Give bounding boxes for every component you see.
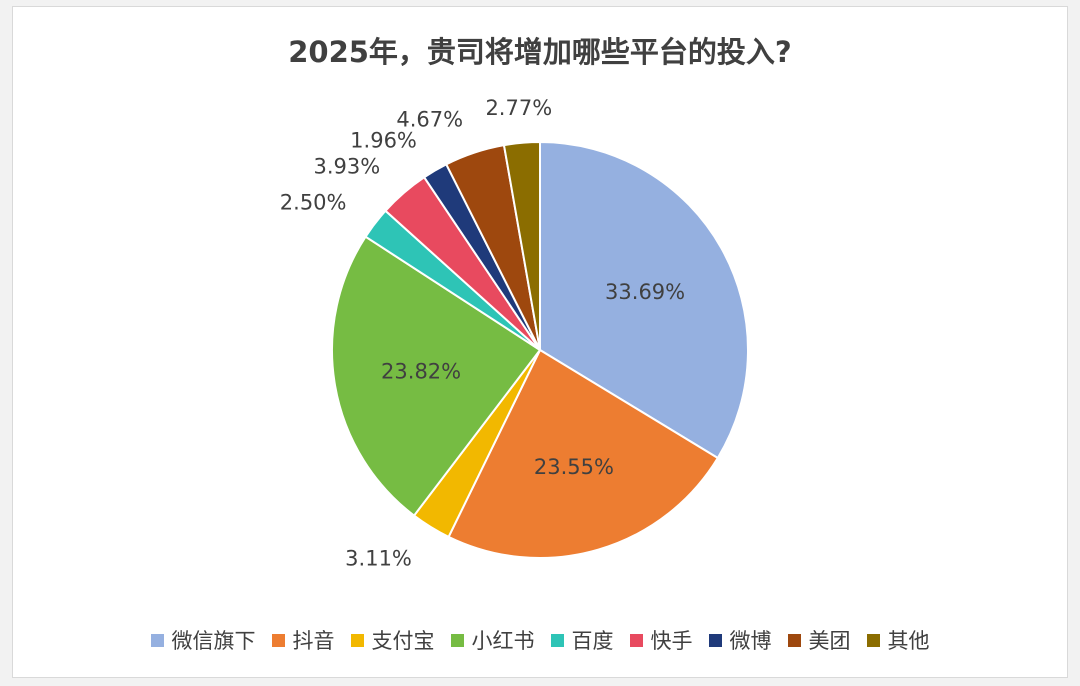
legend-label: 微信旗下 [171, 629, 256, 653]
pie-slice [447, 348, 720, 560]
legend-swatch [271, 633, 285, 647]
data-label: 1.96% [350, 128, 417, 152]
legend-item: 快手 [629, 625, 693, 655]
legend-swatch [708, 633, 722, 647]
pie-slice [502, 140, 541, 351]
legend-item: 其他 [866, 625, 930, 655]
legend: 微信旗下 抖音 支付宝 小红书 百度 快手 微博 美团 其他 [13, 625, 1067, 655]
legend-label: 微博 [729, 629, 772, 653]
pie-slice [330, 235, 542, 517]
legend-swatch [787, 633, 801, 647]
legend-item: 抖音 [271, 625, 335, 655]
legend-item: 美团 [787, 625, 851, 655]
legend-swatch [866, 633, 880, 647]
legend-label: 快手 [650, 629, 693, 653]
data-label: 33.69% [605, 280, 685, 304]
data-label: 3.93% [313, 155, 380, 179]
pie-slice [539, 140, 749, 460]
legend-item: 小红书 [450, 625, 535, 655]
legend-swatch [629, 633, 643, 647]
legend-label: 其他 [887, 629, 930, 653]
data-label: 23.82% [381, 360, 461, 384]
legend-item: 支付宝 [350, 625, 435, 655]
data-label: 3.11% [345, 547, 412, 571]
legend-label: 支付宝 [371, 629, 435, 653]
legend-swatch [350, 633, 364, 647]
legend-label: 小红书 [471, 629, 535, 653]
legend-label: 抖音 [292, 629, 335, 653]
pie-chart: 33.69% 23.55% 3.11% 23.82% 2.50% 3.93% 1.96%4.… [280, 96, 749, 571]
legend-item: 微博 [708, 625, 772, 655]
chart-frame: 2025年，贵司将增加哪些平台的投入? 33.69% 23.55% 3.11% 23.… [12, 6, 1068, 678]
chart-title: 2025年，贵司将增加哪些平台的投入? [288, 35, 792, 69]
legend-label: 百度 [571, 629, 614, 653]
legend-item: 百度 [550, 625, 614, 655]
legend-item: 微信旗下 [150, 625, 256, 655]
legend-label: 美团 [808, 629, 851, 653]
data-label: 2.77% [485, 96, 552, 120]
data-label: 4.67% [396, 107, 463, 131]
legend-swatch [450, 633, 464, 647]
legend-swatch [550, 633, 564, 647]
legend-swatch [150, 633, 164, 647]
data-label: 2.50% [280, 190, 347, 214]
data-label: 23.55% [534, 455, 614, 479]
